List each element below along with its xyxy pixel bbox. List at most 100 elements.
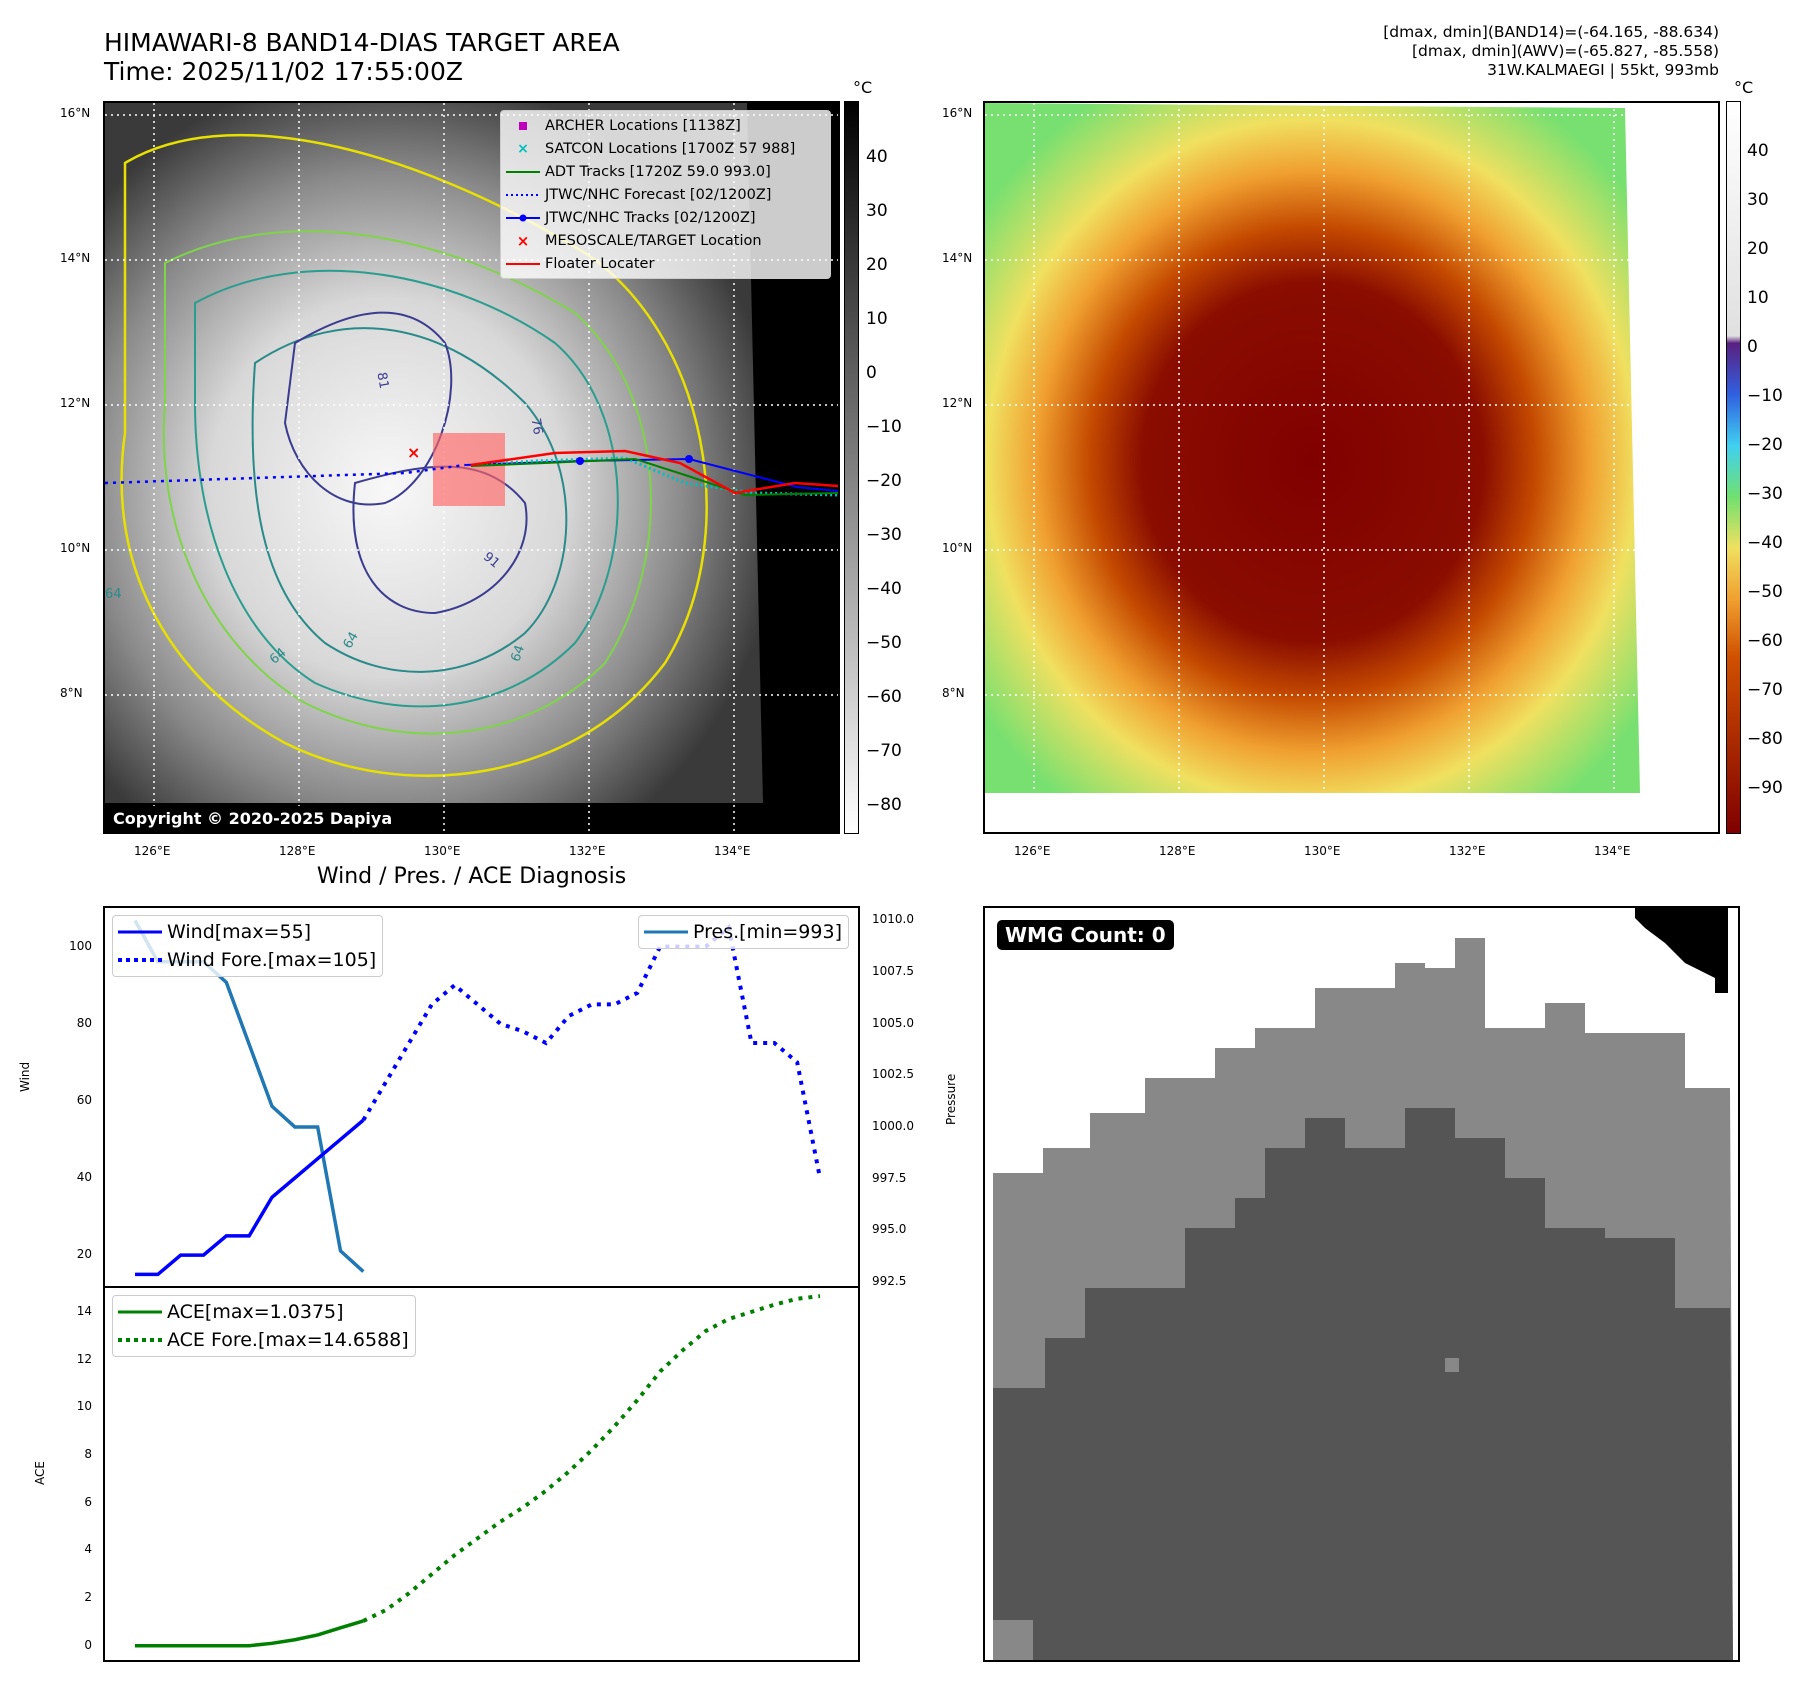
wmg-grid	[993, 908, 1733, 1660]
legend-archer: ARCHER Locations [1138Z]	[501, 114, 830, 137]
lat-label: 14°N	[60, 251, 91, 265]
wind-forecast-series-line	[361, 923, 822, 1179]
diagnosis-title: Wind / Pres. / ACE Diagnosis	[316, 864, 627, 889]
ace-legend: ACE[max=1.0375] ACE Fore.[max=14.6588]	[112, 1295, 416, 1357]
lat-label: 10°N	[60, 541, 91, 555]
wind-legend: Wind[max=55] Wind Fore.[max=105]	[112, 915, 384, 977]
map-legend: ARCHER Locations [1138Z] × SATCON Locati…	[500, 110, 831, 279]
dotted-line-icon	[506, 193, 540, 196]
mesoscale-target-marker: ×	[407, 443, 420, 462]
grayscale-colorbar	[844, 101, 859, 834]
lon-label: 134°E	[1594, 844, 1631, 858]
dotted-line-icon	[118, 1338, 162, 1342]
legend-wind-forecast: Wind Fore.[max=105]	[113, 946, 376, 974]
awv-map-panel	[983, 101, 1720, 834]
lon-label: 132°E	[1449, 844, 1486, 858]
lat-label: 14°N	[942, 251, 973, 265]
jtwc-forecast-track	[105, 463, 466, 485]
line-icon	[644, 930, 688, 934]
pressure-tick-label: 1005.0	[872, 1015, 914, 1030]
ace-series-line	[135, 1619, 364, 1648]
ace-tick-label: 0	[84, 1637, 92, 1652]
lon-label: 132°E	[569, 844, 606, 858]
wind-tick-label: 100	[69, 938, 92, 953]
line-icon	[118, 930, 162, 934]
lon-label: 128°E	[279, 844, 316, 858]
lat-label: 8°N	[60, 686, 83, 700]
dmax-band14-info: [dmax, dmin](BAND14)=(-64.165, -88.634)	[1383, 23, 1719, 41]
band14-map-panel: × 81 76 91 64 64 64 64 ARCHER Locations …	[103, 101, 840, 834]
wind-tick-label: 20	[76, 1247, 92, 1262]
figure-time: Time: 2025/11/02 17:55:00Z	[104, 57, 463, 86]
lon-label: 130°E	[424, 844, 461, 858]
wind-tick-label: 60	[76, 1092, 92, 1107]
wmg-panel: WMG Count: 0	[983, 906, 1740, 1662]
lat-label: 16°N	[942, 106, 973, 120]
dmax-awv-info: [dmax, dmin](AWV)=(-65.827, -85.558)	[1412, 42, 1719, 60]
figure-title: HIMAWARI-8 BAND14-DIAS TARGET AREA	[104, 28, 620, 57]
legend-satcon: × SATCON Locations [1700Z 57 988]	[501, 137, 830, 160]
x-marker-icon: ×	[516, 231, 530, 250]
lat-label: 10°N	[942, 541, 973, 555]
line-icon	[118, 1310, 162, 1314]
wind-pressure-panel: Wind[max=55] Wind Fore.[max=105] Pres.[m…	[103, 906, 860, 1288]
legend-ace-forecast: ACE Fore.[max=14.6588]	[113, 1326, 409, 1354]
ace-tick-label: 10	[76, 1399, 92, 1414]
ace-forecast-series-line	[362, 1294, 821, 1623]
legend-pressure: Pres.[min=993]	[639, 918, 842, 946]
ace-tick-label: 12	[76, 1351, 92, 1366]
legend-floater: Floater Locater	[501, 252, 830, 275]
contour-label: 81	[373, 371, 392, 390]
wind-tick-label: 80	[76, 1015, 92, 1030]
legend-wind: Wind[max=55]	[113, 918, 376, 946]
legend-jtwc-tracks: JTWC/NHC Tracks [02/1200Z]	[501, 206, 830, 229]
line-icon	[506, 170, 540, 173]
pressure-tick-label: 1010.0	[872, 912, 914, 927]
lon-label: 126°E	[1014, 844, 1051, 858]
awv-imagery	[985, 103, 1640, 793]
ace-ylabel: ACE	[33, 1461, 47, 1485]
ace-tick-label: 8	[84, 1446, 92, 1461]
x-marker-icon: ×	[517, 140, 529, 157]
lon-label: 134°E	[714, 844, 751, 858]
lon-label: 128°E	[1159, 844, 1196, 858]
ace-tick-label: 2	[84, 1590, 92, 1604]
wind-tick-label: 40	[76, 1170, 92, 1184]
storm-info: 31W.KALMAEGI | 55kt, 993mb	[1487, 61, 1719, 79]
pressure-tick-label: 992.5	[872, 1273, 907, 1288]
pressure-tick-label: 995.0	[872, 1222, 907, 1237]
satcon-locations	[470, 456, 838, 497]
target-area-box	[433, 433, 505, 506]
lon-label: 126°E	[134, 844, 171, 858]
pressure-tick-label: 1002.5	[872, 1067, 914, 1082]
ace-tick-label: 6	[84, 1494, 92, 1509]
legend-mesoscale: × MESOSCALE/TARGET Location	[501, 229, 830, 252]
floater-locater	[470, 449, 838, 495]
pressure-ylabel: Pressure	[944, 1073, 958, 1125]
pressure-legend: Pres.[min=993]	[638, 915, 849, 949]
colorbar-unit: °C	[853, 78, 873, 97]
awv-map	[985, 103, 1718, 832]
legend-adt: ADT Tracks [1720Z 59.0 993.0]	[501, 160, 830, 183]
line-icon	[506, 262, 540, 265]
ace-tick-label: 14	[76, 1303, 92, 1318]
lat-label: 8°N	[942, 686, 965, 700]
square-marker-icon	[519, 121, 527, 130]
dotted-line-icon	[118, 958, 162, 962]
copyright-label: Copyright © 2020-2025 Dapiya	[107, 806, 399, 831]
wind-series-line	[135, 1118, 365, 1277]
pressure-tick-label: 997.5	[872, 1170, 907, 1185]
ace-panel: ACE[max=1.0375] ACE Fore.[max=14.6588]	[103, 1286, 860, 1662]
pressure-tick-label: 1007.5	[872, 964, 914, 979]
line-dot-icon	[506, 214, 540, 221]
colorbar-unit: °C	[1734, 78, 1754, 97]
legend-jtwc-forecast: JTWC/NHC Forecast [02/1200Z]	[501, 183, 830, 206]
pressure-tick-label: 1000.0	[872, 1118, 914, 1133]
lat-label: 16°N	[60, 106, 91, 120]
wmg-count-badge: WMG Count: 0	[997, 920, 1174, 950]
lat-label: 12°N	[942, 396, 973, 410]
awv-colorbar	[1726, 101, 1741, 834]
legend-ace: ACE[max=1.0375]	[113, 1298, 409, 1326]
lon-label: 130°E	[1304, 844, 1341, 858]
ace-tick-label: 4	[84, 1542, 92, 1557]
